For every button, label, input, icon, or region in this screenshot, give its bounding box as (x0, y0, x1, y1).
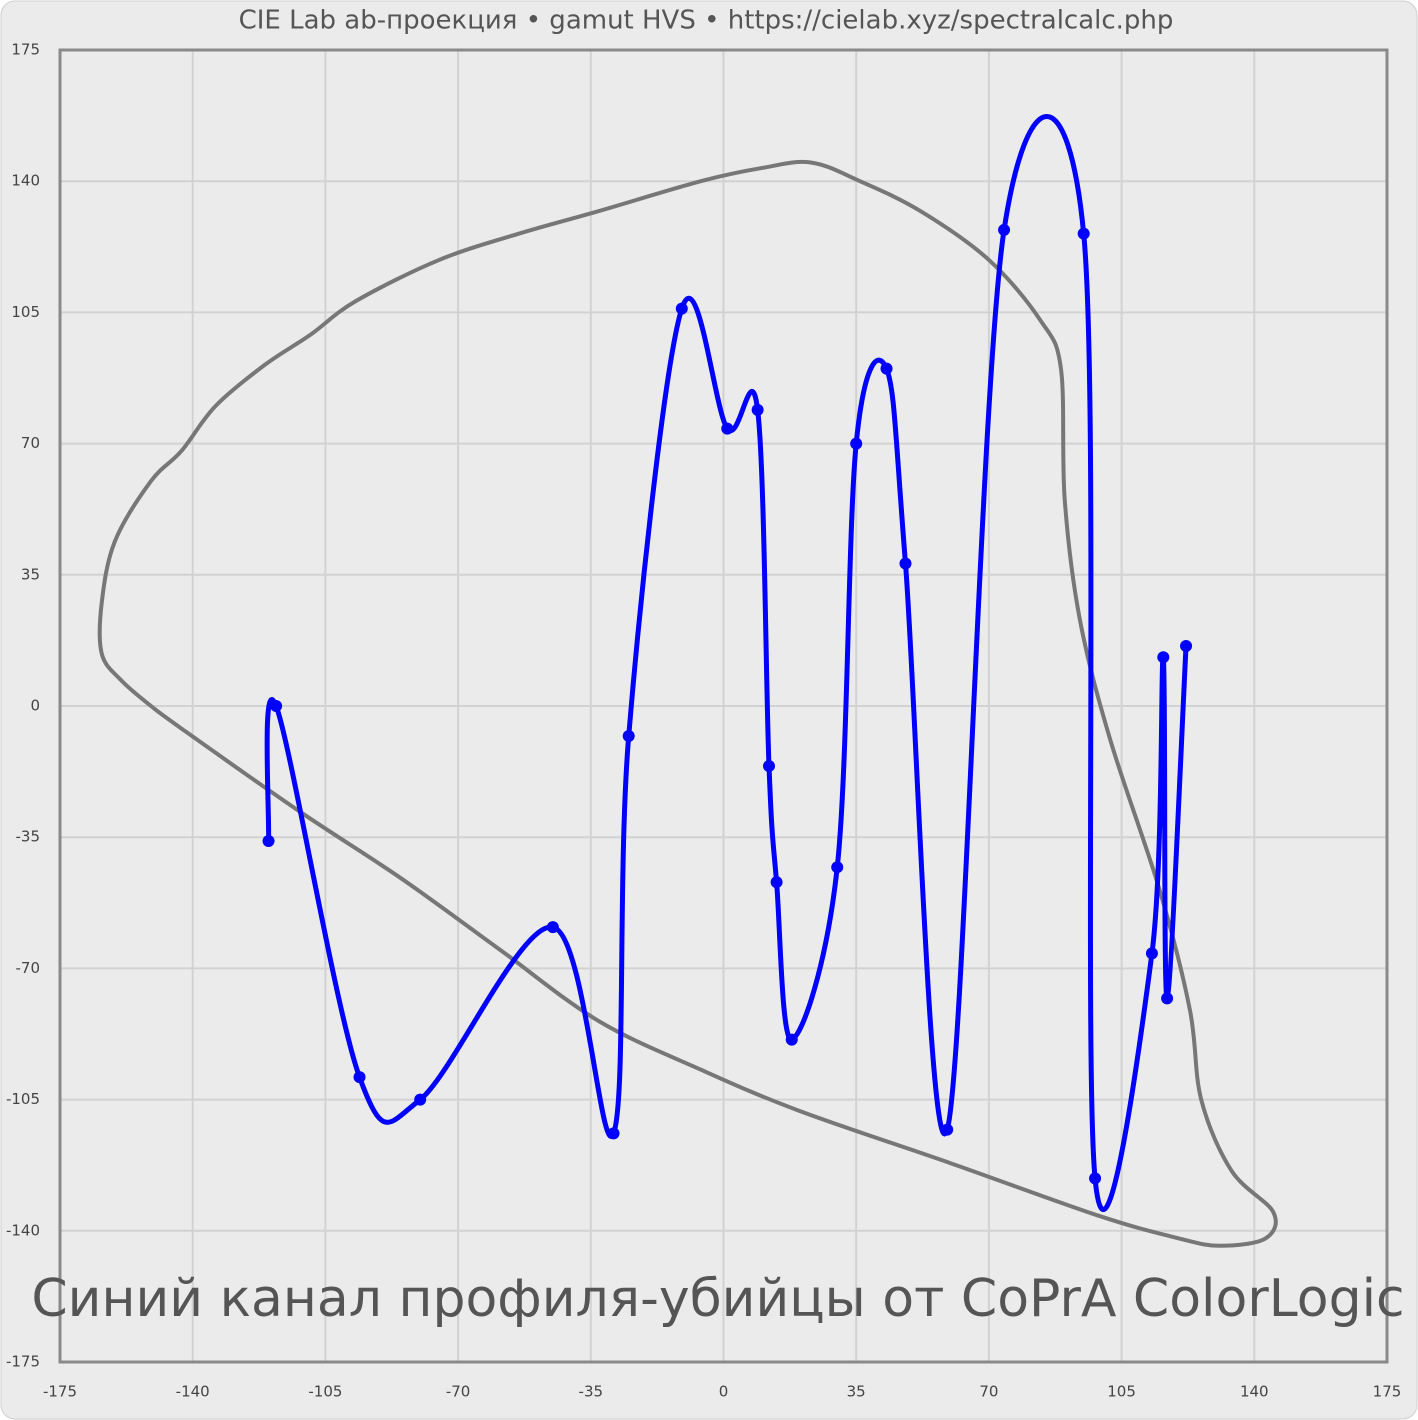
data-point (1157, 651, 1170, 664)
plot (97, 114, 1278, 1248)
data-point (751, 403, 764, 416)
gamut-outline (97, 159, 1278, 1248)
x-tick-label: -35 (579, 1383, 604, 1401)
y-tick-label: 140 (11, 172, 40, 190)
x-tick-label: -105 (308, 1383, 342, 1401)
y-tick-label: 0 (30, 697, 40, 715)
y-tick-label: -175 (6, 1353, 40, 1371)
data-point (880, 362, 893, 375)
annotation: Синий канал профиля-убийцы от CoPrA Colo… (31, 1269, 1404, 1329)
data-point (762, 759, 775, 772)
data-line (264, 114, 1189, 1213)
data-point (1145, 947, 1158, 960)
x-tick-label: 0 (719, 1383, 729, 1401)
data-point (414, 1093, 427, 1106)
y-tick-label: 35 (21, 565, 40, 583)
data-point (998, 223, 1011, 236)
y-tick-label: -140 (6, 1221, 40, 1239)
x-tick-label: -70 (446, 1383, 471, 1401)
data-point (1161, 992, 1174, 1005)
data-point (622, 729, 635, 742)
data-point (353, 1071, 366, 1084)
data-point (1180, 640, 1193, 653)
x-tick-label: 105 (1107, 1383, 1136, 1401)
plot-frame (58, 48, 1389, 1364)
x-tick-label: -140 (176, 1383, 210, 1401)
data-point (941, 1123, 954, 1136)
data-point (270, 700, 283, 712)
y-tick-label: -70 (16, 959, 41, 977)
x-tick-label: -175 (43, 1383, 77, 1401)
y-tick-label: 70 (21, 434, 40, 452)
y-tick-label: -35 (16, 828, 41, 846)
y-tick-label: 175 (11, 41, 40, 59)
data-point (1077, 227, 1090, 240)
y-tick-label: -105 (6, 1090, 40, 1108)
y-tick-label: 105 (11, 303, 40, 321)
data-point (831, 861, 844, 874)
data-point (546, 921, 559, 934)
data-point (785, 1033, 798, 1046)
data-point (899, 557, 912, 570)
x-tick-label: 175 (1373, 1383, 1402, 1401)
data-point (262, 834, 275, 847)
data-point (850, 437, 863, 450)
x-tick-label: 140 (1240, 1383, 1269, 1401)
data-point (770, 876, 783, 889)
x-tick-label: 70 (979, 1383, 998, 1401)
chart-title: CIE Lab ab-проекция • gamut HVS • https:… (239, 6, 1174, 36)
data-point (675, 302, 688, 315)
data-point (1089, 1172, 1102, 1185)
x-tick-label: 35 (847, 1383, 866, 1401)
data-point (721, 422, 734, 435)
data-point (607, 1127, 620, 1140)
